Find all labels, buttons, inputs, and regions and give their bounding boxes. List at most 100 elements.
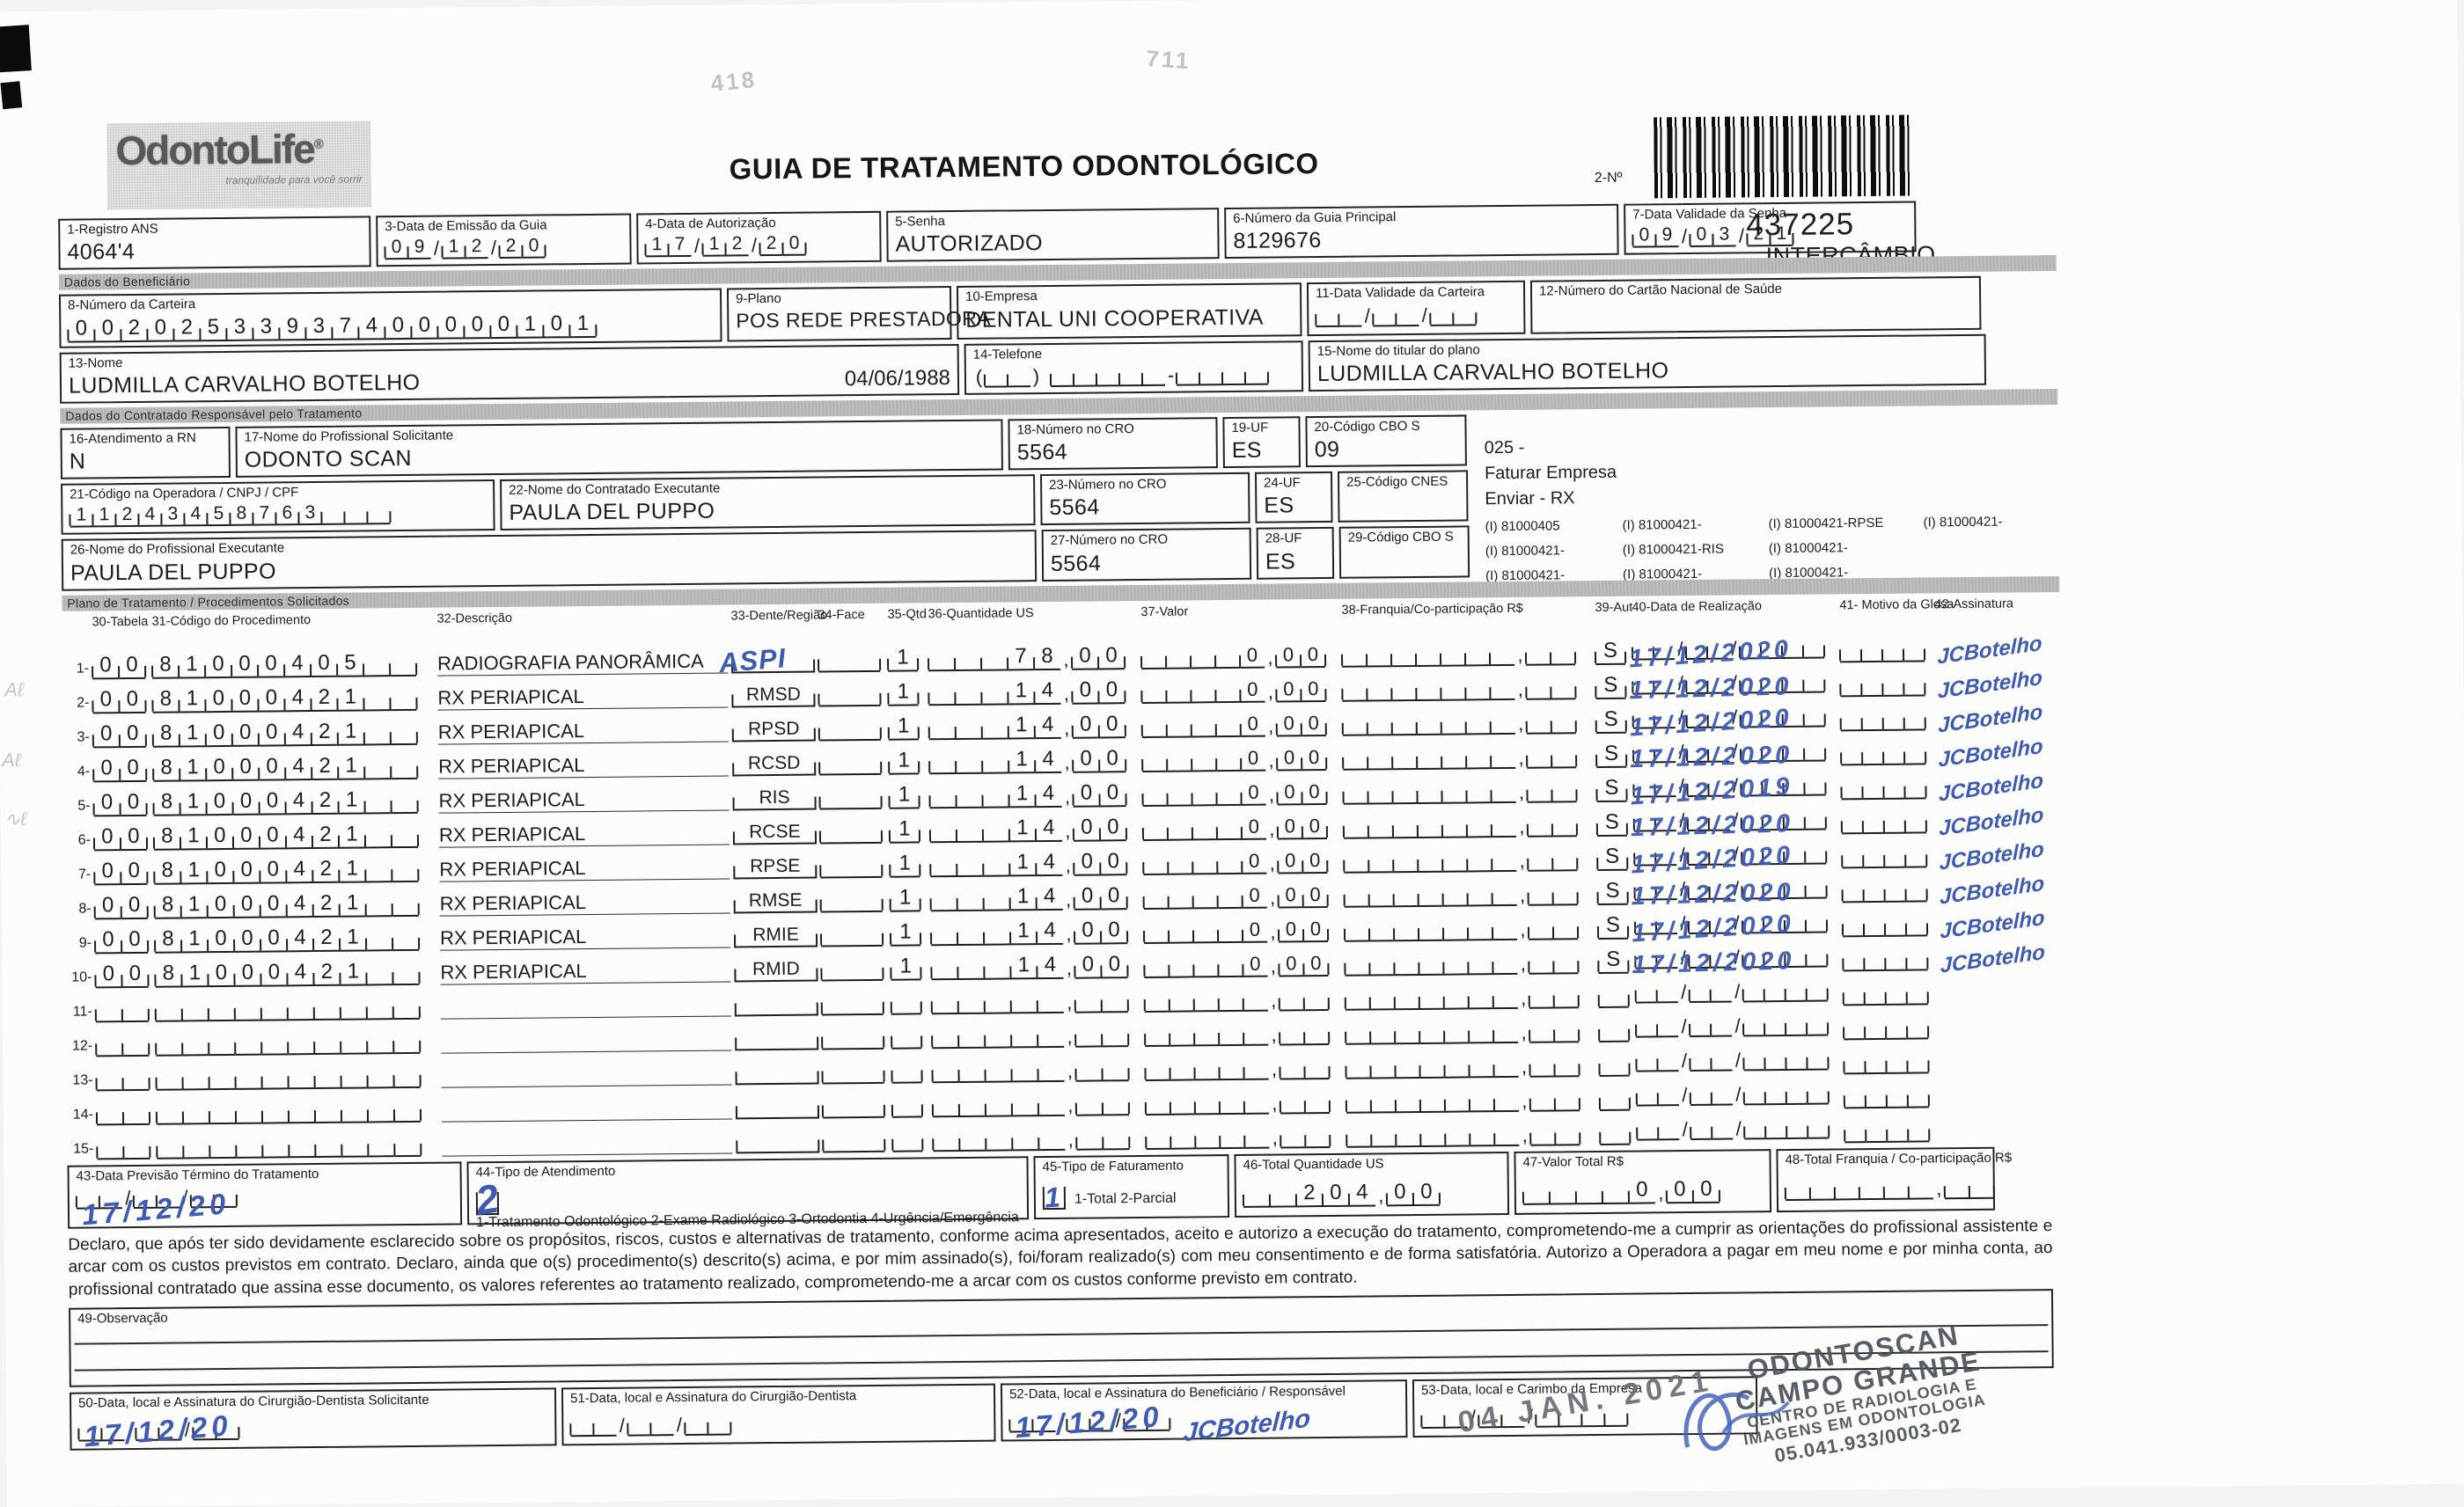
tooth-region-cell (735, 1092, 820, 1119)
total-franchise-comb: , (1785, 1174, 1994, 1201)
field-senha: 5-Senha AUTORIZADO (886, 208, 1220, 262)
field-value: POS REDE PRESTADORA (736, 306, 992, 332)
glosa-reason-comb (1839, 640, 1932, 662)
field-cbo-29: 29-Código CBO S (1338, 525, 1470, 579)
field-uf-28: 28-UF ES (1256, 527, 1335, 580)
declaration-text: Declaro, que após ter sido devidamente e… (68, 1216, 2053, 1299)
signature-cell: JCBotelho (1935, 630, 2058, 669)
tabela-comb (97, 1132, 153, 1160)
field-label: 23-Número no CRO (1049, 476, 1167, 493)
field-label: 50-Data, local e Assinatura do Cirurgião… (78, 1393, 429, 1412)
scan-ghost-text: 711 (1145, 45, 1192, 75)
field-total-franquia: 48-Total Franquia / Co-participação R$ , (1776, 1146, 2013, 1212)
qty-comb (891, 1021, 928, 1050)
qty-comb: 1 (888, 713, 926, 741)
tabela-comb (96, 1098, 153, 1125)
col-assinatura: 42-Assinatura (1934, 596, 2014, 611)
us-quantity-comb: , (931, 1020, 1141, 1049)
face-comb (819, 782, 885, 809)
tabela-comb (96, 1029, 152, 1057)
col-franquia: 38-Franquia/Co-participação R$ (1341, 601, 1523, 618)
beneficiary-signature-date-handwritten: 17/12/20 (1014, 1400, 1164, 1445)
field-guia-principal: 6-Número da Guia Principal 8129676 (1224, 203, 1619, 260)
realization-date-cell: //17/12/2020 (1630, 806, 1838, 842)
qty-comb: 1 (889, 816, 927, 844)
row-number: 11- (72, 1003, 92, 1020)
beneficiary-name: LUDMILLA CARVALHO BOTELHO (68, 369, 421, 399)
barcode (1654, 114, 1916, 199)
row-number: 14- (72, 1106, 94, 1123)
qty-comb: 1 (890, 884, 927, 912)
procedure-description: RX PERIAPICAL (439, 917, 731, 951)
col-tabela: 30-Tabela (92, 614, 149, 629)
field-label: 14-Telefone (972, 346, 1043, 362)
field-validade-senha: 7-Data Validade da Senha 0 9/0 3/2 1 (1624, 201, 1917, 255)
requesting-professional: ODONTO SCAN (244, 445, 413, 472)
realization-date-cell: / / (1637, 1115, 1841, 1145)
signature-cell (1940, 1076, 2063, 1107)
field-contratado-executante: 22-Nome do Contratado Executante PAULA D… (500, 474, 1036, 531)
realization-date-cell: / / (1635, 1012, 1840, 1042)
procedure-code-comb (155, 992, 437, 1022)
odontolife-logo: OdontoLife® tranquilidade para você sorr… (106, 121, 372, 210)
field-label: 3-Data de Emissão da Guia (385, 217, 547, 235)
face-comb (822, 1091, 889, 1118)
scan-ghost-text: 418 (709, 65, 759, 97)
us-quantity-comb: , (932, 1054, 1141, 1083)
procedure-description: RX PERIAPICAL (438, 779, 730, 814)
field-label: 47-Valor Total R$ (1522, 1153, 1624, 1170)
aut-comb: S (1598, 947, 1632, 974)
qty-comb (892, 1124, 929, 1152)
col-qtd: 35-Qtd (887, 606, 927, 622)
aut-comb (1600, 1118, 1633, 1145)
field-label: 24-UF (1264, 475, 1301, 491)
header-spacer (62, 615, 88, 645)
observation-ruled-line (74, 1324, 2049, 1345)
qty-comb: 1 (889, 781, 926, 809)
page-title: GUIA DE TRATAMENTO ODONTOLÓGICO (729, 147, 1319, 186)
franchise-comb: , (1341, 640, 1592, 668)
realization-date-cell: //17/12/2020 (1629, 703, 1837, 742)
signature-cell: JCBotelho (1937, 836, 2060, 874)
face-comb (820, 885, 886, 912)
face-comb (818, 645, 884, 673)
field-uf-19: 19-UF ES (1222, 415, 1301, 469)
birth-date: 04/06/1988 (844, 365, 951, 391)
scan-smudge: Aℓ (4, 678, 25, 701)
field-cartao-nacional-saude: 12-Número do Cartão Nacional de Saúde (1529, 276, 1982, 334)
glosa-reason-comb (1840, 674, 1932, 697)
glosa-reason-comb (1842, 845, 1933, 868)
signature-cell: JCBotelho (1938, 939, 2061, 977)
scan-artifact-blob (0, 25, 32, 73)
emission-date-comb: 0 9/1 2/2 0 (385, 235, 546, 260)
face-comb (821, 954, 887, 981)
col-valor: 37-Valor (1140, 604, 1189, 619)
signature-cell: JCBotelho (1936, 733, 2059, 772)
field-plano: 9-Plano POS REDE PRESTADORA (726, 286, 992, 341)
franchise-comb: , (1344, 914, 1595, 942)
field-label: 48-Total Franquia / Co-participação R$ (1785, 1150, 2013, 1167)
col-motivo-glosa: 41- Motivo da Glosa (1839, 596, 1954, 612)
tooth-region-cell: ASPI (718, 642, 816, 678)
realization-date-cell: //17/12/2020 (1629, 669, 1837, 705)
franchise-comb: , (1344, 845, 1594, 874)
col-face: 34-Face (818, 607, 865, 623)
